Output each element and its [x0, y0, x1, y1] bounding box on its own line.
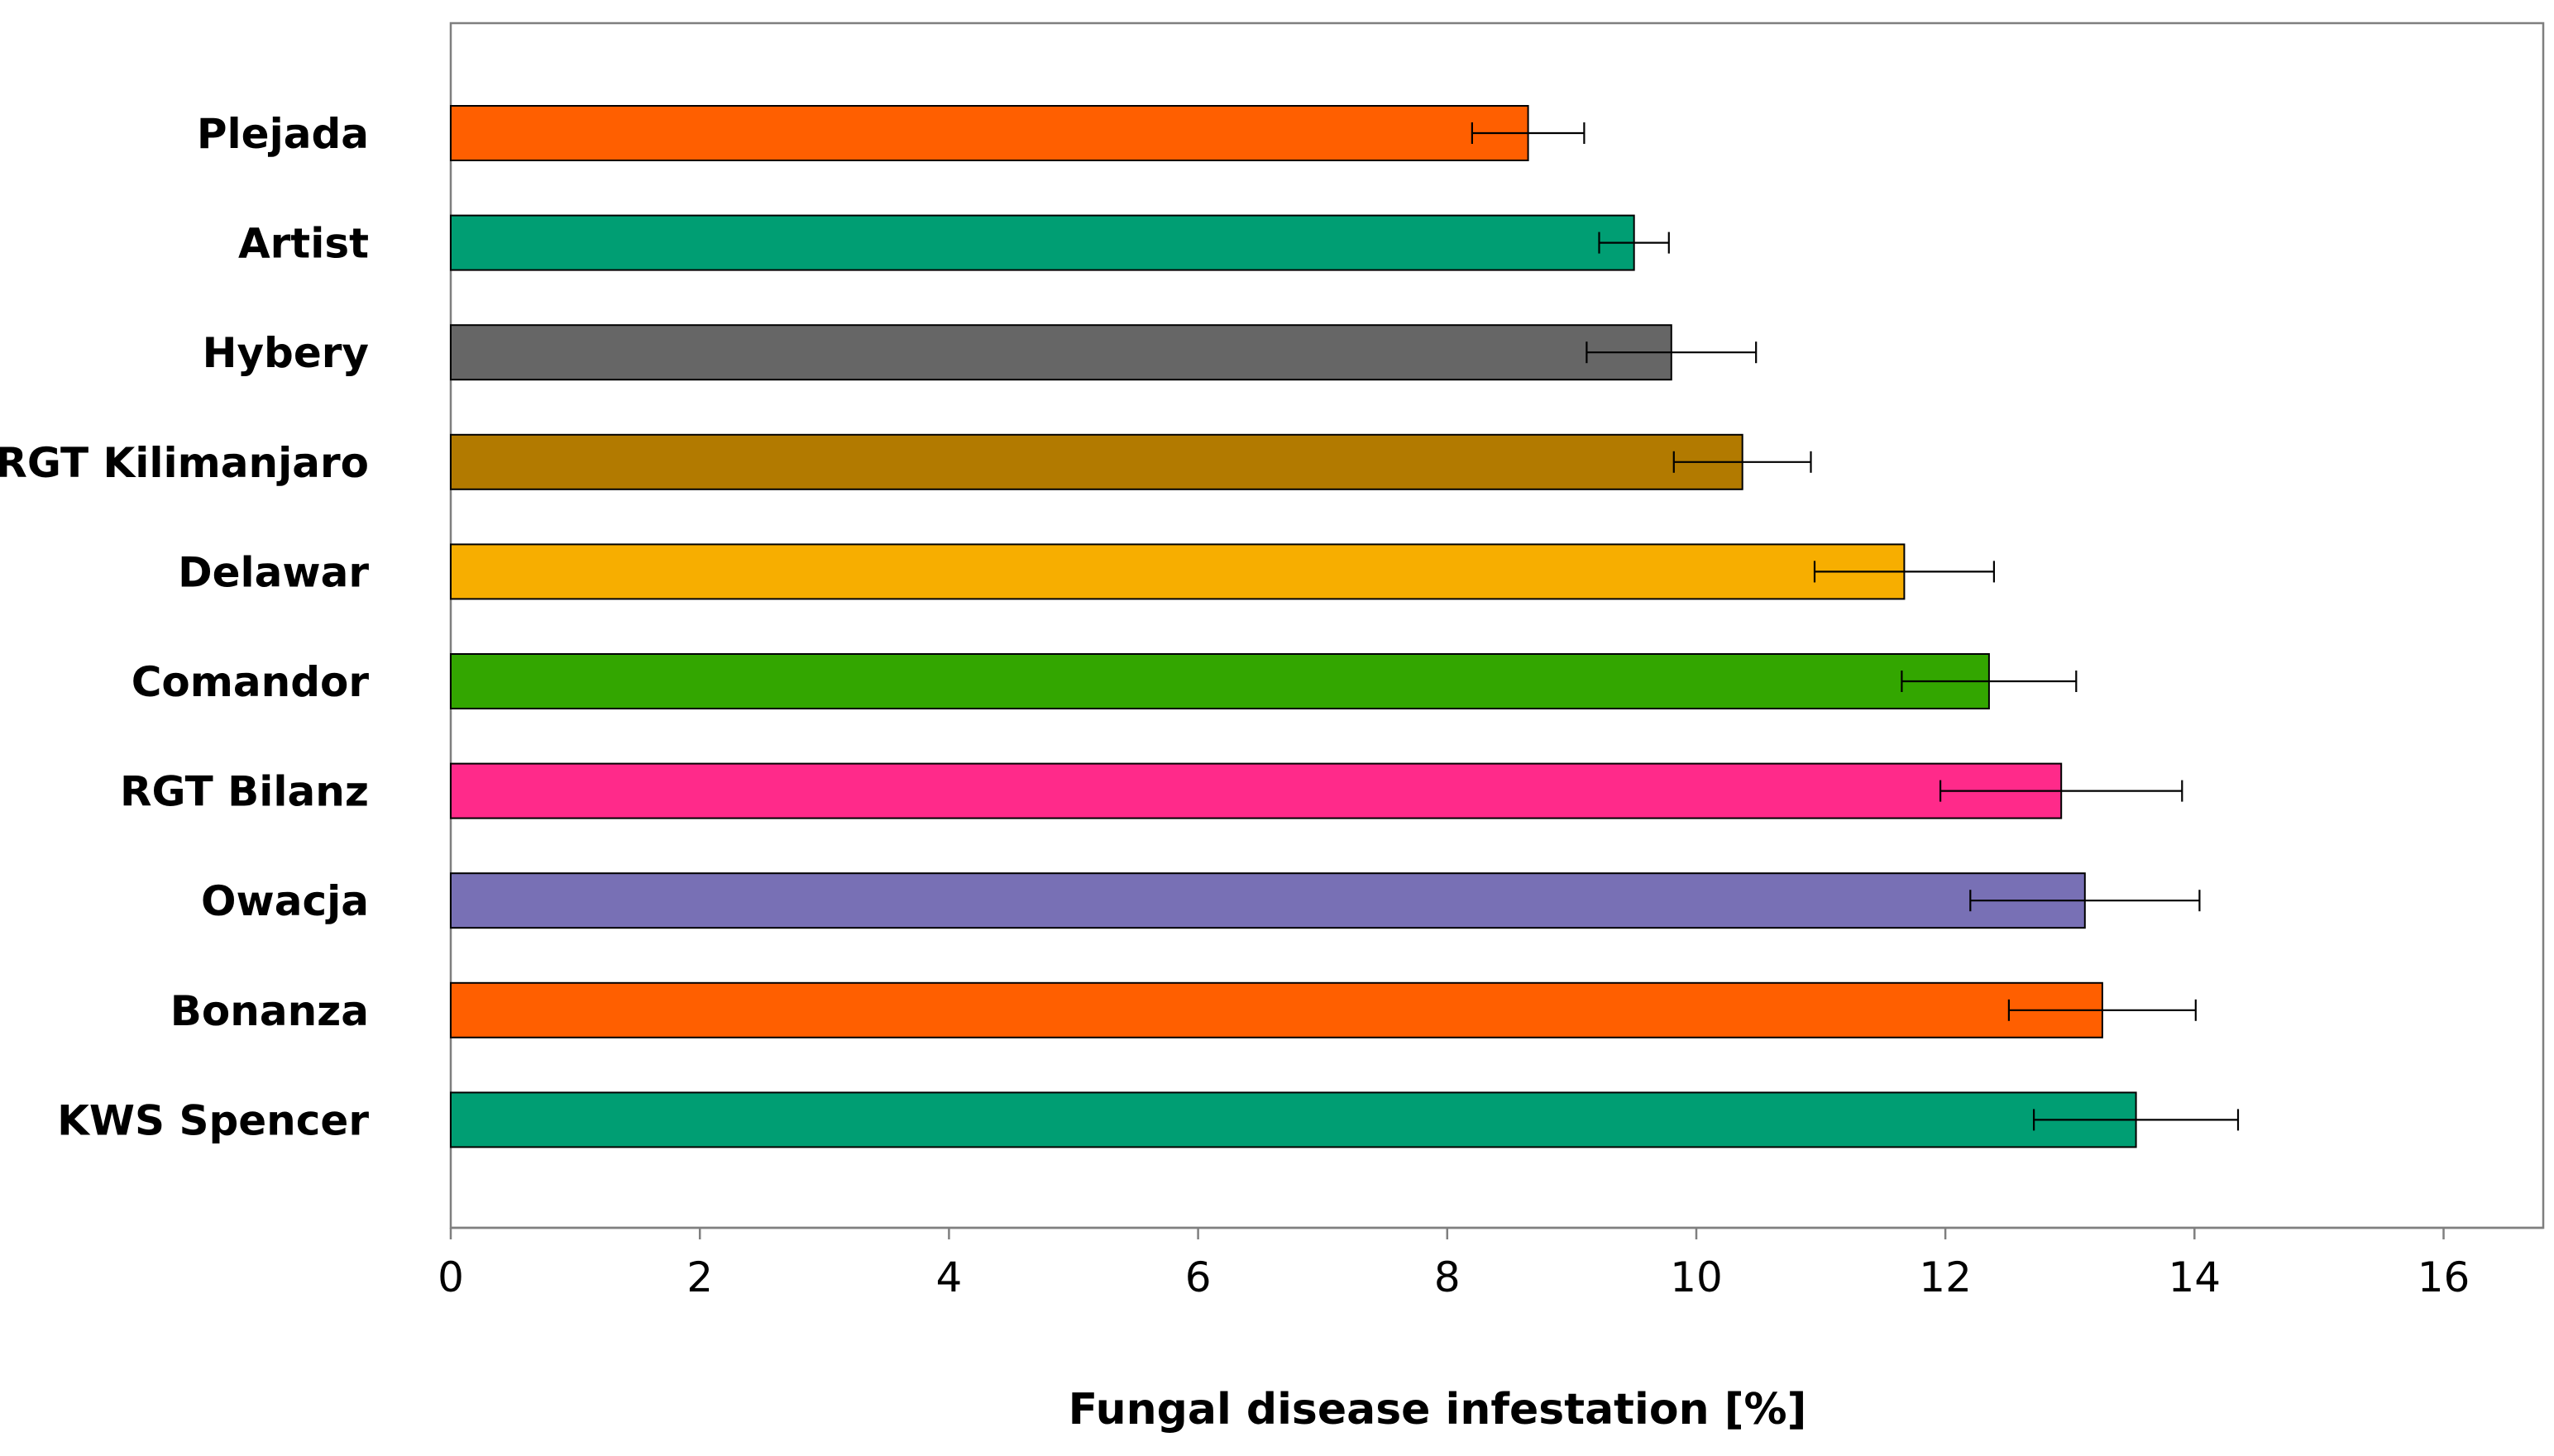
- bar-9: [450, 1091, 2137, 1148]
- bar-6: [450, 762, 2063, 819]
- x-axis-ticks: 0 2 4 6 8 10 12 14 16: [438, 1228, 2470, 1301]
- bar-1: [450, 214, 1635, 271]
- x-tick-label-4: 8: [1434, 1253, 1461, 1301]
- category-label-5: Comandor: [132, 658, 370, 706]
- error-bars-layer: [1471, 122, 2240, 1131]
- bar-2: [450, 324, 1672, 381]
- error-bar-3: [1672, 451, 1812, 473]
- category-label-0: Plejada: [197, 110, 369, 158]
- error-bar-4: [1813, 561, 1995, 583]
- x-tick-label-0: 0: [438, 1253, 464, 1301]
- x-axis-title: Fungal disease infestation [%]: [1069, 1385, 1807, 1435]
- category-labels: Plejada Artist Hybery RGT Kilimanjaro Delawa…: [0, 110, 369, 1144]
- category-label-9: KWS Spencer: [57, 1096, 369, 1144]
- error-bar-0: [1471, 122, 1585, 144]
- error-bar-2: [1585, 341, 1758, 364]
- category-label-4: Delawar: [178, 548, 369, 596]
- x-tick-label-3: 6: [1185, 1253, 1212, 1301]
- error-bar-5: [1901, 671, 2078, 692]
- category-label-8: Bonanza: [170, 987, 369, 1035]
- error-bar-1: [1598, 232, 1670, 254]
- error-bar-9: [2033, 1109, 2240, 1131]
- error-bar-6: [1939, 780, 2183, 802]
- category-label-2: Hybery: [203, 329, 369, 377]
- category-label-7: Owacja: [201, 877, 369, 925]
- category-label-1: Artist: [238, 220, 369, 268]
- x-tick-label-5: 10: [1670, 1253, 1723, 1301]
- category-label-6: RGT Bilanz: [120, 768, 369, 816]
- bar-4: [450, 543, 1906, 600]
- x-tick-label-1: 2: [686, 1253, 713, 1301]
- x-tick-label-8: 16: [2418, 1253, 2470, 1301]
- bars-layer: [450, 105, 2137, 1148]
- x-tick-label-7: 14: [2168, 1253, 2221, 1301]
- bar-7: [450, 872, 2086, 929]
- bar-5: [450, 653, 1990, 709]
- x-tick-label-6: 12: [1919, 1253, 1972, 1301]
- bar-0: [450, 105, 1529, 161]
- x-tick-label-2: 4: [935, 1253, 962, 1301]
- bar-3: [450, 433, 1743, 490]
- bar-8: [450, 981, 2103, 1038]
- category-label-3: RGT Kilimanjaro: [0, 439, 369, 487]
- plot-area-frame: [449, 21, 2545, 1229]
- error-bar-7: [1969, 890, 2201, 912]
- error-bar-8: [2007, 999, 2197, 1021]
